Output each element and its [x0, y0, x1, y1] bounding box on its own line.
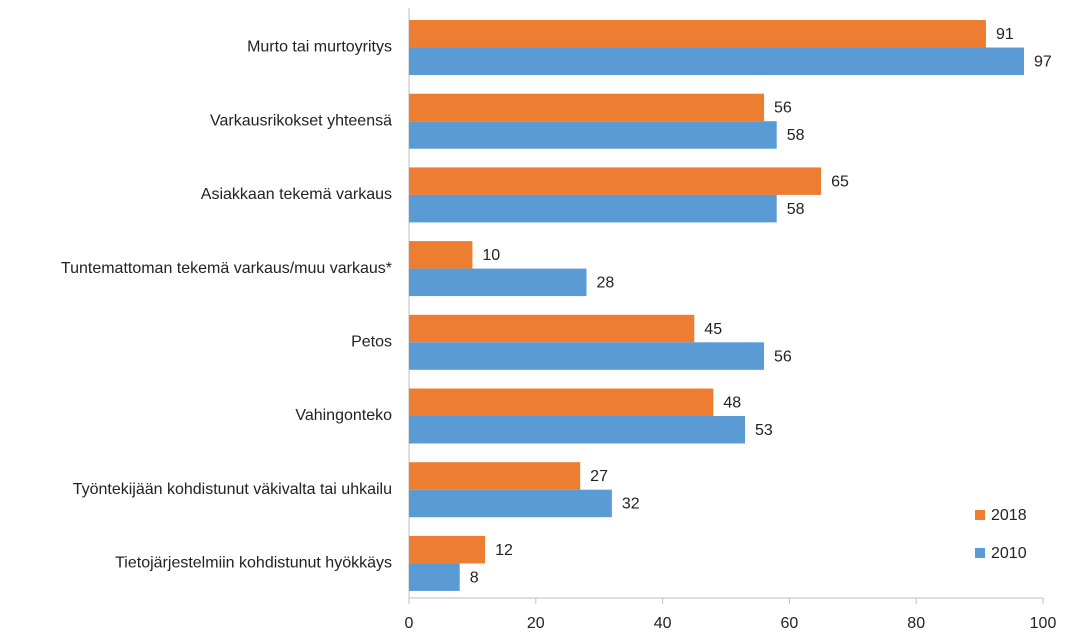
- bar: [409, 563, 460, 591]
- data-label: 97: [1034, 53, 1052, 70]
- category-label: Varkausrikokset yhteensä: [210, 112, 392, 129]
- data-label: 10: [482, 247, 500, 264]
- x-tick-label: 20: [527, 615, 545, 632]
- category-label: Työntekijään kohdistunut väkivalta tai u…: [73, 481, 392, 498]
- bar: [409, 47, 1024, 75]
- legend-swatch: [975, 510, 985, 520]
- legend-label: 2018: [991, 507, 1027, 524]
- data-label: 27: [590, 468, 608, 485]
- bar: [409, 268, 587, 297]
- data-label: 8: [470, 569, 479, 586]
- legend-label: 2010: [991, 545, 1027, 562]
- bar: [409, 342, 765, 370]
- data-label: 32: [622, 496, 640, 513]
- bar: [409, 388, 714, 416]
- data-label: 65: [831, 173, 849, 190]
- data-label: 58: [787, 127, 805, 144]
- bar: [409, 462, 581, 490]
- data-label: 56: [774, 348, 792, 365]
- bar: [409, 20, 986, 48]
- category-label: Tietojärjestelmiin kohdistunut hyökkäys: [115, 555, 392, 572]
- x-tick-label: 100: [1030, 615, 1057, 632]
- bar: [409, 194, 777, 223]
- bar: [409, 416, 746, 444]
- x-tick-label: 80: [907, 615, 925, 632]
- x-tick-label: 40: [654, 615, 672, 632]
- category-label: Asiakkaan tekemä varkaus: [201, 186, 392, 203]
- data-label: 91: [996, 26, 1014, 43]
- bar: [409, 167, 822, 195]
- bar: [409, 93, 765, 122]
- data-label: 53: [755, 422, 773, 439]
- bar: [409, 535, 486, 564]
- category-label: Petos: [351, 334, 392, 351]
- legend-swatch: [975, 548, 985, 558]
- category-label: Tuntemattoman tekemä varkaus/muu varkaus…: [61, 260, 392, 277]
- x-tick-label: 0: [405, 615, 414, 632]
- data-label: 58: [787, 201, 805, 218]
- category-label: Vahingonteko: [295, 407, 392, 424]
- bar: [409, 121, 777, 149]
- x-tick-label: 60: [781, 615, 799, 632]
- data-label: 48: [723, 394, 741, 411]
- data-label: 12: [495, 542, 513, 559]
- data-label: 56: [774, 100, 792, 117]
- bar: [409, 489, 612, 518]
- data-label: 28: [597, 275, 615, 292]
- data-label: 45: [704, 321, 722, 338]
- bar: [409, 314, 695, 343]
- category-label: Murto tai murtoyritys: [247, 39, 392, 56]
- bar: [409, 241, 473, 269]
